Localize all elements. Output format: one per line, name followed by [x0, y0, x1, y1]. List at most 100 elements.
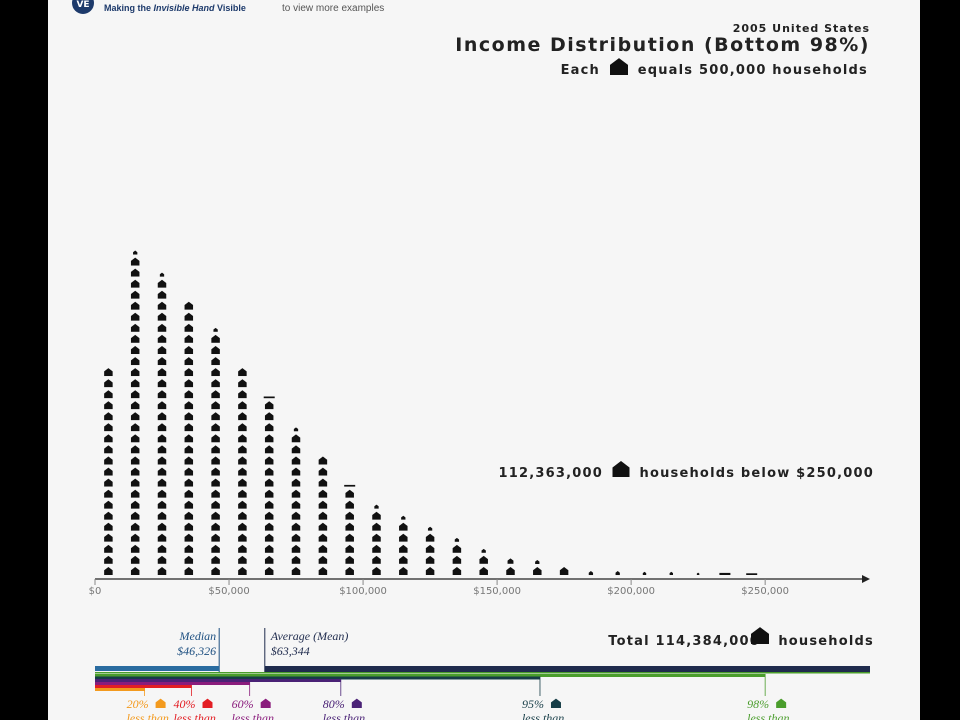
house-icon	[157, 379, 167, 388]
house-icon	[211, 357, 220, 366]
house-icon	[550, 698, 561, 708]
house-icon	[481, 548, 486, 553]
house-icon	[318, 467, 328, 476]
house-icon	[399, 522, 408, 531]
house-icon	[104, 401, 113, 410]
house-icon	[776, 698, 787, 708]
house-icon	[374, 504, 379, 509]
house-icon	[184, 390, 194, 399]
house-icon	[184, 334, 194, 343]
house-icon	[130, 401, 140, 410]
house-icon	[318, 489, 328, 498]
house-icon	[401, 515, 406, 520]
house-icon	[264, 489, 274, 498]
bar-$20–30k	[157, 272, 167, 575]
house-icon	[130, 412, 140, 421]
house-icon	[184, 567, 194, 575]
house-icon	[264, 500, 274, 509]
house-icon	[372, 511, 381, 520]
bar-$210–220k	[669, 571, 673, 575]
house-icon	[157, 334, 167, 343]
house-icon	[345, 567, 354, 575]
house-icon	[130, 368, 140, 377]
house-icon	[157, 346, 167, 354]
house-icon	[130, 346, 140, 354]
house-icon	[425, 544, 435, 553]
house-icon	[238, 567, 247, 575]
x-tick-label: $200,000	[607, 586, 655, 597]
house-icon	[104, 489, 113, 498]
bar-$230–240k	[719, 572, 731, 575]
house-icon	[291, 456, 301, 465]
house-icon	[130, 544, 140, 553]
house-icon	[130, 334, 140, 343]
band-95%	[95, 676, 540, 680]
total-households-prefix: Total 114,384,000	[608, 634, 760, 649]
house-icon	[184, 346, 194, 354]
view-more-examples-link[interactable]: to view more examples	[282, 3, 385, 14]
house-icon	[399, 555, 408, 564]
house-icon	[157, 357, 167, 366]
house-icon	[184, 423, 194, 432]
house-icon	[157, 500, 167, 509]
house-icon	[130, 268, 140, 277]
house-icon	[159, 272, 165, 277]
x-axis-ticks: $0 $50,000 $100,000 $150,000 $200,000 $250,00…	[89, 579, 789, 597]
house-icon	[318, 555, 328, 564]
band-80%	[95, 679, 341, 682]
house-icon	[157, 445, 167, 454]
house-icon	[238, 511, 247, 520]
house-icon	[291, 434, 301, 443]
house-icon	[184, 357, 194, 366]
house-icon	[238, 500, 247, 509]
percentile-caption: less than	[323, 711, 365, 720]
house-icon	[260, 698, 271, 708]
house-icon	[291, 489, 301, 498]
house-icon	[211, 511, 220, 520]
house-icon	[345, 544, 354, 553]
house-icon	[211, 544, 220, 553]
percentile-label: 40%	[174, 697, 196, 711]
house-icon	[610, 58, 628, 75]
house-icon	[372, 533, 381, 542]
partial-house-mark	[344, 484, 356, 487]
bar-$120–130k	[425, 526, 435, 575]
house-icon	[104, 412, 113, 421]
house-icon	[238, 456, 247, 465]
visualizing-economics-logo[interactable]: VE	[72, 0, 94, 14]
house-icon	[238, 533, 247, 542]
house-icon	[104, 511, 113, 520]
house-icon	[238, 379, 247, 388]
house-icon	[184, 522, 194, 531]
house-icon	[479, 555, 488, 564]
house-stacks	[104, 250, 758, 576]
house-icon	[211, 478, 220, 487]
top-green-band	[95, 672, 870, 674]
bar-$60–70k	[263, 396, 275, 575]
annotation-text: households below $250,000	[639, 466, 874, 481]
house-icon	[130, 445, 140, 454]
house-icon	[318, 533, 328, 542]
house-icon	[184, 312, 194, 321]
house-icon	[238, 434, 247, 443]
house-icon	[130, 357, 140, 366]
x-tick-label: $150,000	[473, 586, 521, 597]
house-icon	[291, 467, 301, 476]
bar-$80–90k	[318, 456, 328, 575]
bar-$150–160k	[506, 558, 515, 575]
percentile-caption: less than	[747, 711, 789, 720]
house-icon	[293, 427, 299, 432]
house-icon	[291, 500, 301, 509]
percentile-label: 95%	[522, 697, 544, 711]
bar-$110–120k	[399, 515, 408, 575]
house-icon	[157, 412, 167, 421]
house-icon	[157, 567, 167, 575]
house-icon	[264, 401, 274, 410]
bar-$30–40k	[184, 301, 194, 575]
house-icon	[104, 478, 113, 487]
house-icon	[202, 698, 213, 708]
percentile-caption: less than	[232, 711, 274, 720]
mean-value: $63,344	[271, 644, 310, 658]
house-icon	[507, 558, 514, 564]
percentile-caption: less than	[174, 711, 216, 720]
